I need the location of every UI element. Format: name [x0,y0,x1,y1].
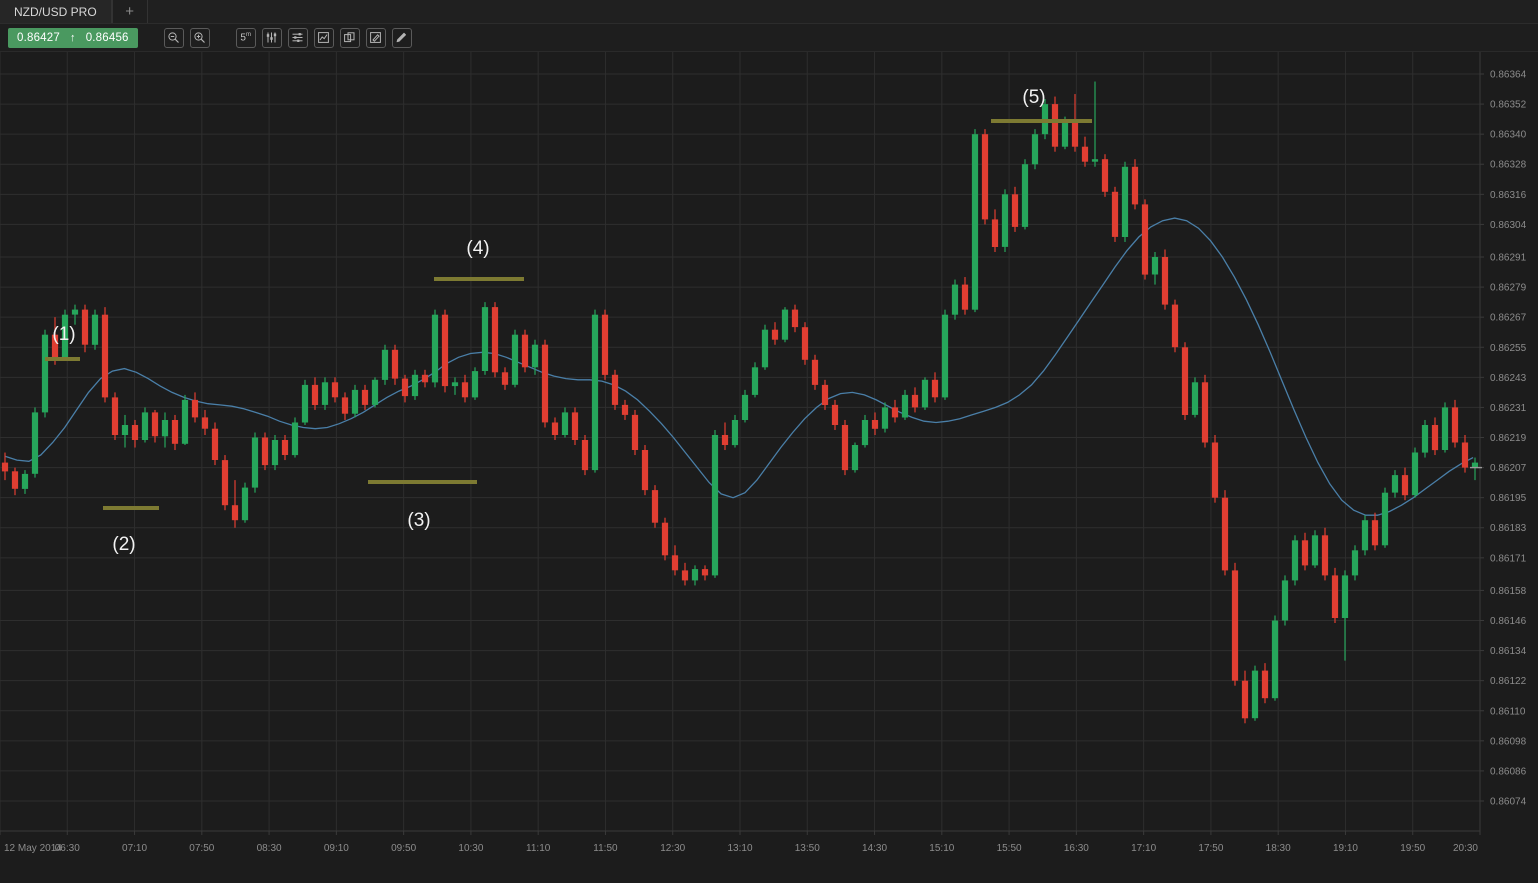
zoom-out-button[interactable] [163,27,184,48]
annotation-label: (3) [407,510,430,531]
time-tick-label: 20:30 [1453,843,1478,854]
time-tick-label: 12:30 [660,843,685,854]
sliders-horizontal-icon [292,33,303,42]
price-tick-label: 0.86146 [1490,616,1527,627]
annotation-label: (1) [52,324,75,345]
copy-layers-icon [344,32,355,43]
ma-line-layer [4,217,1474,516]
annotate-button[interactable] [365,27,386,48]
price-tick-label: 0.86086 [1490,766,1527,777]
price-tick-label: 0.86255 [1490,343,1527,354]
time-tick-label: 11:50 [593,843,618,854]
annotation-label: (5) [1022,87,1045,108]
time-tick-label: 15:10 [929,843,954,854]
toolbar: 0.86427 ↑ 0.86456 5m [0,24,1538,52]
price-tick-label: 0.86316 [1490,190,1527,201]
zoom-out-icon [168,32,180,43]
price-tick-label: 0.86231 [1490,403,1527,414]
price-tick-label: 0.86219 [1490,433,1527,444]
price-tick-label: 0.86340 [1490,130,1527,141]
zoom-in-button[interactable] [189,27,210,48]
bid-price: 0.86427 [17,31,60,44]
time-tick-label: 06:30 [55,843,80,854]
time-tick-label: 09:10 [324,843,349,854]
price-tick-label: 0.86183 [1490,523,1527,534]
pencil-icon [396,32,407,43]
price-tick-label: 0.86207 [1490,463,1527,474]
quote-badge[interactable]: 0.86427 ↑ 0.86456 [8,27,138,48]
price-tick-label: 0.86110 [1490,706,1526,717]
price-tick-label: 0.86267 [1490,313,1527,324]
sliders-vertical-icon [266,32,277,43]
time-tick-label: 07:10 [122,843,147,854]
price-tick-label: 0.86291 [1490,253,1527,264]
time-tick-label: 18:30 [1266,843,1291,854]
timeframe-button[interactable]: 5m [235,27,256,48]
time-tick-label: 10:30 [458,843,483,854]
price-tick-label: 0.86074 [1490,797,1527,808]
time-tick-label: 14:30 [862,843,887,854]
layers-button[interactable] [339,27,360,48]
chart-area[interactable]: (1) (2) (3) (4) (5) 0.86364 0.86352 0.86340 0.8… [0,52,1538,883]
price-tick-label: 0.86134 [1490,646,1527,657]
annotation-label: (2) [112,534,135,555]
time-tick-label: 17:50 [1198,843,1223,854]
new-tab-button[interactable]: + [111,0,148,23]
annotations-layer: (1) (2) (3) (4) (5) [45,87,1092,555]
time-tick-label: 12 May 2014 [4,843,62,854]
price-axis[interactable]: 0.86364 0.86352 0.86340 0.86328 0.86316 0.863… [1470,52,1527,831]
plus-icon: + [125,3,135,20]
indicators-button[interactable] [261,27,282,48]
ask-price: 0.86456 [85,31,129,44]
time-tick-label: 13:50 [795,843,820,854]
time-tick-label: 13:10 [727,843,752,854]
price-tick-label: 0.86364 [1490,70,1527,81]
edit-square-icon [370,32,382,43]
draw-button[interactable] [391,27,412,48]
line-chart-icon [318,32,330,43]
settings-button[interactable] [287,27,308,48]
tab-nzdusd-pro[interactable]: NZD/USD PRO [0,0,112,23]
price-tick-label: 0.86158 [1490,586,1527,597]
price-tick-label: 0.86279 [1490,283,1527,294]
time-tick-label: 15:50 [997,843,1022,854]
chart-type-button[interactable] [313,27,334,48]
price-tick-label: 0.86195 [1490,493,1527,504]
candlestick-chart[interactable]: (1)(2)(3)(4)(5) 0.863640.863520.863400.8… [0,52,1538,883]
zoom-in-icon [194,32,206,43]
price-tick-label: 0.86098 [1490,736,1527,747]
time-tick-label: 19:50 [1400,843,1425,854]
price-tick-label: 0.86243 [1490,373,1527,384]
time-tick-label: 08:30 [257,843,282,854]
price-tick-label: 0.86304 [1490,220,1527,231]
tab-label: NZD/USD PRO [14,4,97,19]
direction-up-icon: ↑ [69,31,76,44]
time-tick-label: 07:50 [189,843,214,854]
time-tick-label: 09:50 [391,843,416,854]
time-tick-label: 11:10 [526,843,551,854]
time-tick-label: 16:30 [1064,843,1089,854]
candles-layer [1,81,1479,724]
time-tick-label: 19:10 [1333,843,1358,854]
tab-bar: NZD/USD PRO + [0,0,1538,24]
price-tick-label: 0.86122 [1490,676,1527,687]
price-tick-label: 0.86352 [1490,100,1527,111]
annotation-label: (4) [466,238,489,259]
price-tick-label: 0.86328 [1490,160,1527,171]
timeframe-icon: 5m [240,31,251,44]
time-tick-label: 17:10 [1131,843,1156,854]
price-tick-label: 0.86171 [1490,553,1527,564]
